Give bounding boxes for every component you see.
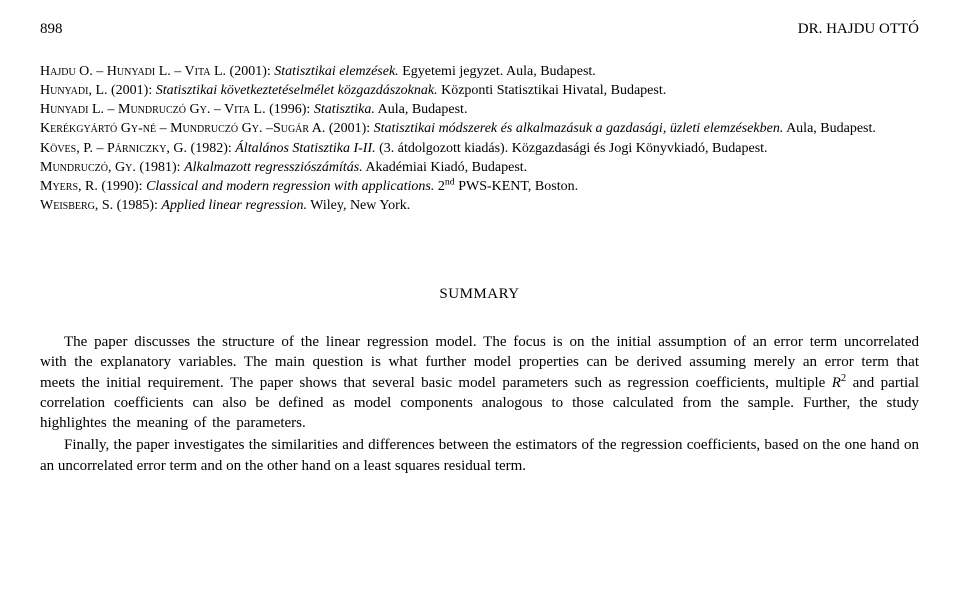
ref-title: Statisztika. [314,102,375,117]
summary-text: The paper discusses the structure of the… [40,334,919,391]
ref-title: Alkalmazott regressziószámítás. [184,160,363,175]
ref-rest-b: PWS-KENT, Boston. [455,179,578,194]
ref-rest-a: 2 [438,179,445,194]
ref-authors: Hunyadi L. – Mundruczó Gy. – Vita L. [40,102,266,117]
reference-entry: Hunyadi L. – Mundruczó Gy. – Vita L. (19… [40,101,919,119]
ref-authors: Hajdu O. – Hunyadi L. – Vita L. [40,64,226,79]
ref-rest: Egyetemi jegyzet. Aula, Budapest. [402,64,596,79]
ref-authors: Mundruczó, Gy. [40,160,136,175]
ref-authors: Kerékgyártó Gy-né – Mundruczó Gy. –Sugár… [40,121,325,136]
reference-entry: Weisberg, S. (1985): Applied linear regr… [40,197,919,215]
ref-rest: Akadémiai Kiadó, Budapest. [365,160,527,175]
reference-entry: Köves, P. – Párniczky, G. (1982): Általá… [40,140,919,158]
page-number: 898 [40,20,63,39]
header-author: DR. HAJDU OTTÓ [798,20,919,39]
summary-paragraph: The paper discusses the structure of the… [40,332,919,433]
ref-rest: (3. átdolgozott kiadás). Közgazdasági és… [379,141,767,156]
ref-title: Applied linear regression. [161,198,307,213]
ref-year: (1985): [117,198,158,213]
summary-text: Finally, the paper investigates the simi… [40,437,919,473]
ref-authors: Hunyadi, L. [40,83,108,98]
summary-title: SUMMARY [40,285,919,304]
ref-rest: Aula, Budapest. [378,102,468,117]
ref-year: (1996): [269,102,310,117]
ref-title: Általános Statisztika I-II. [235,141,375,156]
reference-entry: Mundruczó, Gy. (1981): Alkalmazott regre… [40,159,919,177]
ref-title: Classical and modern regression with app… [146,179,434,194]
ref-title: Statisztikai elemzések. [274,64,398,79]
reference-entry: Hajdu O. – Hunyadi L. – Vita L. (2001): … [40,63,919,81]
ref-year: (1990): [101,179,142,194]
ref-year: (2001): [329,121,370,136]
ref-year: (1981): [139,160,180,175]
ref-rest: Aula, Budapest. [786,121,876,136]
ref-authors: Myers, R. [40,179,98,194]
ref-year: (2001): [111,83,152,98]
ref-sup: nd [445,176,455,187]
ref-rest: Központi Statisztikai Hivatal, Budapest. [441,83,666,98]
ref-year: (2001): [230,64,271,79]
page-header: 898 DR. HAJDU OTTÓ [40,20,919,39]
reference-entry: Hunyadi, L. (2001): Statisztikai követke… [40,82,919,100]
reference-entry: Kerékgyártó Gy-né – Mundruczó Gy. –Sugár… [40,120,919,138]
summary-paragraph: Finally, the paper investigates the simi… [40,435,919,476]
ref-title: Statisztikai módszerek és alkalmazásuk a… [374,121,784,136]
r-variable: R [832,375,841,391]
ref-authors: Weisberg, S. [40,198,113,213]
ref-title: Statisztikai következtetéselmélet közgaz… [156,83,438,98]
ref-authors: Köves, P. – Párniczky, G. [40,141,187,156]
summary-body: The paper discusses the structure of the… [40,332,919,476]
ref-rest: Wiley, New York. [310,198,410,213]
reference-entry: Myers, R. (1990): Classical and modern r… [40,178,919,196]
ref-year: (1982): [191,141,232,156]
references-list: Hajdu O. – Hunyadi L. – Vita L. (2001): … [40,63,919,216]
